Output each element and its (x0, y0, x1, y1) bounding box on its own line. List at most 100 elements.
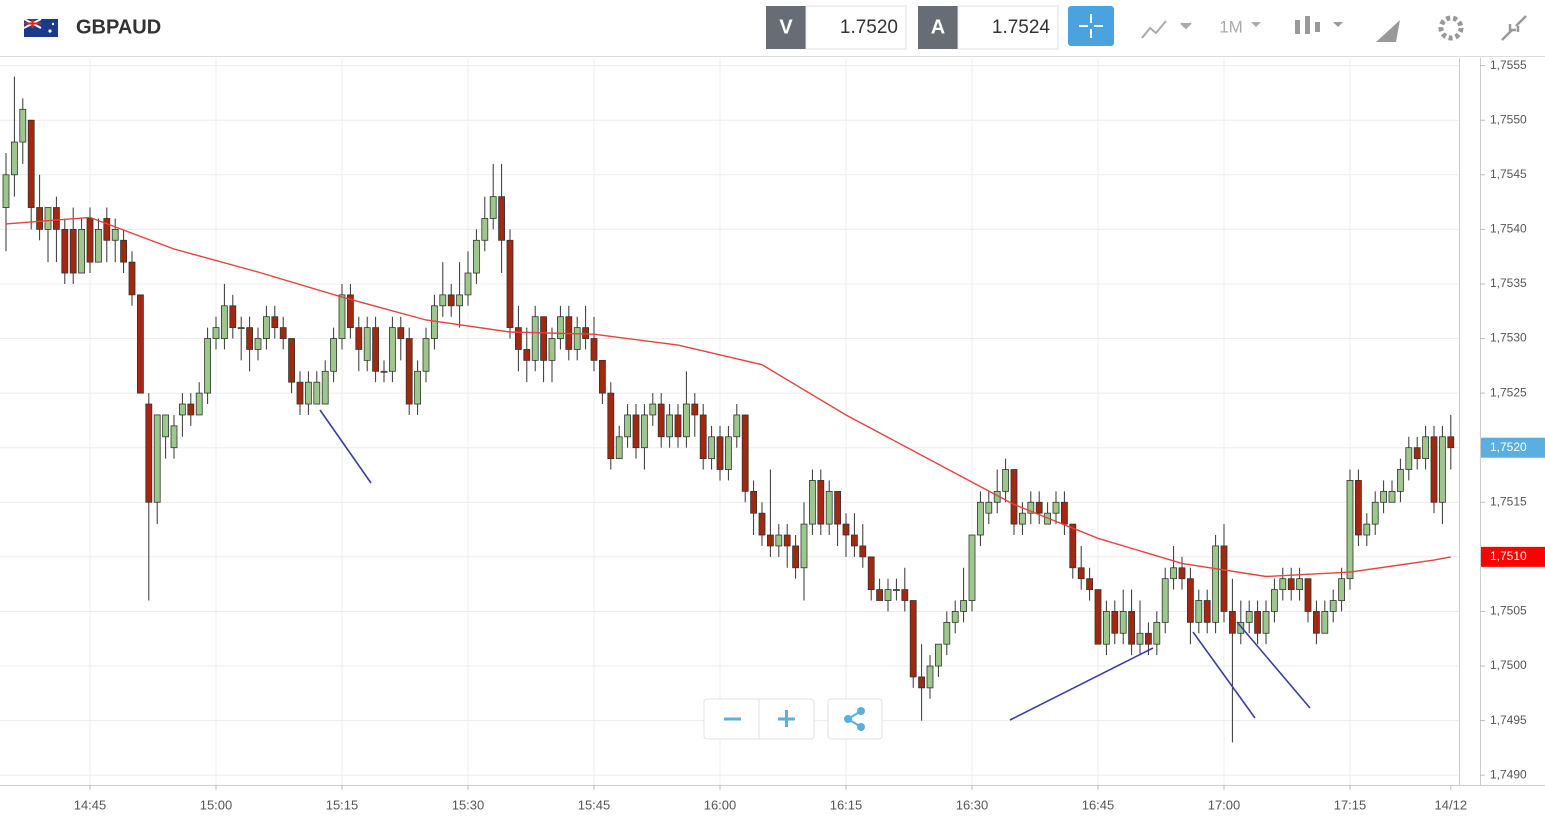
candle-body (1103, 611, 1110, 645)
candle-body (1119, 611, 1127, 634)
candle-body (95, 228, 102, 263)
price-tag (1481, 437, 1545, 458)
candle-body (909, 600, 917, 678)
y-tick-label: 1,7500 (1490, 658, 1527, 672)
candle-body (271, 316, 279, 329)
candle-body (674, 414, 682, 438)
timeframe[interactable]: 1M (1219, 17, 1243, 36)
candle-body (632, 414, 640, 449)
candle-body (330, 338, 338, 372)
candle-body (447, 294, 455, 307)
candle-body (53, 207, 60, 230)
collapse-button[interactable] (1501, 15, 1527, 41)
candle-body (472, 239, 480, 274)
candle-body (1397, 469, 1404, 492)
candle-body (44, 207, 52, 230)
candle-body (464, 272, 472, 296)
candle-body (515, 327, 522, 350)
candle-body (254, 338, 262, 350)
candle-body (1338, 578, 1345, 601)
candle-body (876, 589, 883, 601)
zoom-in[interactable] (778, 710, 795, 727)
price-tag (1481, 546, 1545, 567)
candle-body (338, 294, 346, 339)
candle-body (1019, 512, 1026, 525)
candle-body (1313, 611, 1320, 634)
candle-body (817, 480, 825, 525)
candle-body (237, 327, 245, 330)
candle-body (296, 381, 304, 405)
ask-price: 1.7524 (992, 17, 1051, 38)
candle-body (842, 523, 850, 536)
bid-label: V (779, 16, 793, 38)
candle-body (1304, 578, 1312, 612)
settings-button[interactable] (1438, 15, 1464, 41)
candle-body (1002, 469, 1009, 492)
candle-body (1212, 545, 1219, 623)
candle-body (489, 196, 497, 219)
x-tick-label: 17:15 (1334, 797, 1367, 812)
candles-button[interactable] (1295, 16, 1343, 34)
candle-body (893, 589, 900, 592)
candle-body (758, 512, 766, 536)
candle-body (582, 327, 589, 339)
candle-body (27, 119, 35, 208)
candle-body (691, 403, 699, 416)
candle-body (683, 403, 690, 438)
candle-body (36, 207, 43, 230)
candle-body (733, 414, 741, 438)
x-tick-label: 17:00 (1208, 797, 1241, 812)
x-tick-label: 16:15 (830, 797, 863, 812)
bid-badge[interactable] (766, 6, 806, 49)
candle-body (1153, 621, 1161, 645)
candle-body (1237, 621, 1245, 634)
candle-body (918, 676, 925, 689)
price-tag-label: 1,7510 (1490, 549, 1527, 563)
candle-body (1128, 611, 1135, 645)
x-tick-label: 14:45 (74, 797, 107, 812)
candle-body (19, 108, 27, 143)
candle-body (120, 239, 127, 263)
ask-badge[interactable] (918, 6, 958, 49)
candle-body (1170, 567, 1177, 580)
candle-body (1329, 600, 1337, 612)
candle-body (859, 545, 867, 558)
candle-body (825, 490, 833, 525)
candle-body (1187, 578, 1194, 623)
candle-body (1296, 578, 1303, 591)
crosshair-button[interactable] (1068, 6, 1114, 46)
ask-box (957, 5, 1059, 50)
symbol: GBPAUD (76, 16, 161, 38)
chart-type-button[interactable] (1141, 20, 1192, 39)
candle-body (573, 327, 581, 350)
candle-body (708, 436, 715, 460)
y-tick-label: 1,7505 (1490, 604, 1527, 618)
candle-body (128, 261, 136, 296)
candle-body (716, 436, 724, 470)
candle-body (943, 621, 951, 645)
candle-body (355, 327, 363, 350)
candle-body (262, 316, 270, 339)
candle-body (439, 294, 447, 307)
candle-body (1371, 501, 1379, 525)
candle-body (1111, 611, 1119, 634)
share-box[interactable] (827, 698, 883, 740)
y-tick-label: 1,7530 (1490, 331, 1527, 345)
candle-body (1069, 523, 1077, 569)
candle-body (1405, 447, 1413, 470)
candle-body (1447, 436, 1455, 449)
candle-body (599, 359, 606, 394)
candle-body (531, 316, 539, 361)
ask-label: A (931, 16, 945, 38)
candle-body (1388, 490, 1396, 503)
candle-body (304, 381, 312, 405)
candle-body (1220, 545, 1228, 612)
candle-body (136, 294, 144, 394)
candle-body (1254, 611, 1261, 634)
candle-body (414, 370, 422, 405)
candle-body (1195, 600, 1203, 623)
candle-body (557, 316, 564, 339)
draw-button[interactable] (1376, 20, 1400, 42)
candle-body (1422, 436, 1429, 460)
candle-body (380, 370, 388, 373)
